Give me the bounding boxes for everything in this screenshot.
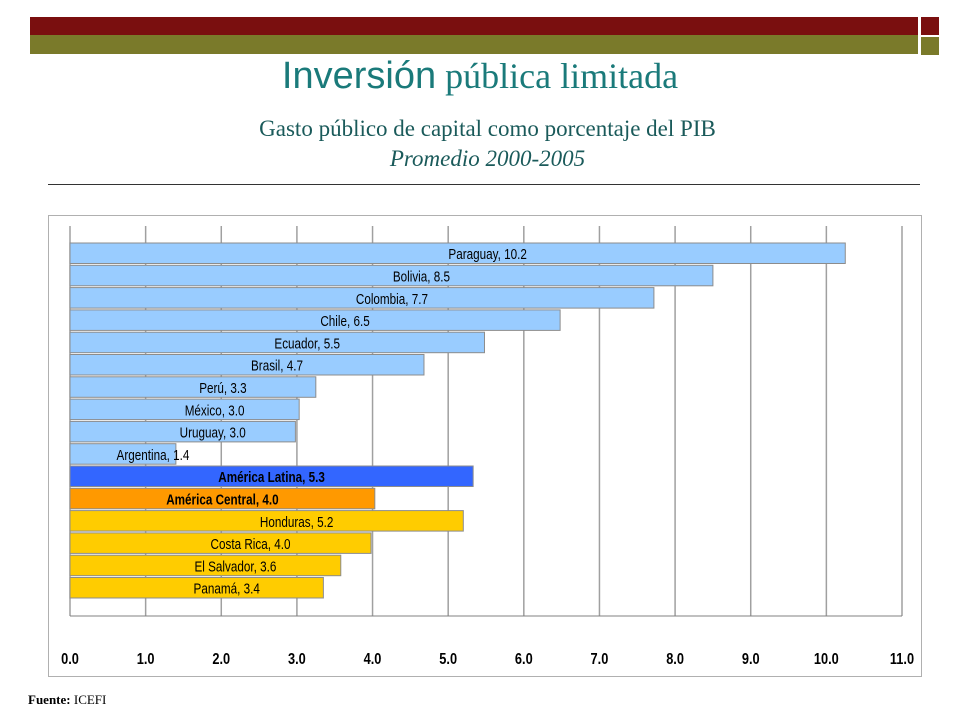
x-tick-label-10: 10.0 [814,651,839,669]
title-part-1: Inversión [281,55,437,97]
bar-label-3: Chile, 6.5 [320,313,369,330]
bar-label-2: Colombia, 7.7 [356,290,428,307]
bar-3 [69,309,561,331]
source-label: Fuente: [28,692,71,707]
chart-period: Promedio 2000-2005 [389,146,586,171]
chart-frame: Paraguay, 10.2 Bolivia, 8.5 Colombia, 7.7 C… [48,215,922,677]
bar-label-15: Panamá, 3.4 [194,580,261,597]
bar-4 [69,331,485,354]
bar-label-7: México, 3.0 [185,402,245,419]
x-tick-label-9: 9.0 [742,651,760,669]
bar-label-4: Ecuador, 5.5 [274,335,340,352]
corner-square-top [921,17,939,35]
x-tick-label-6: 6.0 [515,651,533,669]
bar-label-8: Uruguay, 3.0 [180,424,246,441]
bar-0 [69,242,846,264]
bar-label-9: Argentina, 1.4 [117,447,190,464]
bar-8 [69,420,296,443]
bar-7 [69,398,300,421]
bar-14 [69,554,342,577]
x-tick-label-11: 11.0 [890,651,914,669]
bar-6 [69,376,317,398]
source-value: ICEFI [70,692,107,707]
bar-label-12: Honduras, 5.2 [260,513,333,530]
header-bar-bottom [30,35,918,54]
x-tick-label-4: 4.0 [364,651,382,669]
bar-label-1: Bolivia, 8.5 [393,268,450,285]
bar-12 [69,510,464,532]
bar-11 [69,487,376,510]
bar-label-5: Brasil, 4.7 [251,357,303,374]
x-tick-label-7: 7.0 [591,651,609,669]
header-bar-top [30,17,918,35]
bar-label-0: Paraguay, 10.2 [448,246,526,263]
title-part-2: pública limitada [436,56,679,96]
bar-label-13: Costa Rica, 4.0 [211,536,291,553]
x-tick-label-3: 3.0 [288,651,306,669]
bar-chart: Paraguay, 10.2 Bolivia, 8.5 Colombia, 7.7 C… [61,226,914,669]
bar-9 [69,443,177,465]
corner-square-bottom [921,37,939,55]
x-tick-label-5: 5.0 [439,651,457,669]
bar-10 [69,465,474,487]
bar-5 [69,354,425,376]
bar-label-11: América Central, 4.0 [166,491,278,508]
chart-subtitle: Gasto público de capital como porcentaje… [259,116,716,141]
bar-label-6: Perú, 3.3 [199,380,246,397]
bar-15 [69,577,324,599]
x-tick-label-2: 2.0 [212,651,230,669]
slide-title: Inversión pública limitada [0,55,960,98]
bar-1 [69,264,714,287]
x-tick-label-0: 0.0 [61,651,79,669]
bar-2 [69,287,655,309]
title-divider [48,184,920,185]
x-tick-label-8: 8.0 [666,651,684,669]
bar-label-14: El Salvador, 3.6 [194,558,276,575]
bar-13 [69,532,372,554]
x-tick-label-1: 1.0 [137,651,155,669]
source-note: Fuente: ICEFI [28,692,106,708]
bar-label-10: América Latina, 5.3 [218,469,325,486]
